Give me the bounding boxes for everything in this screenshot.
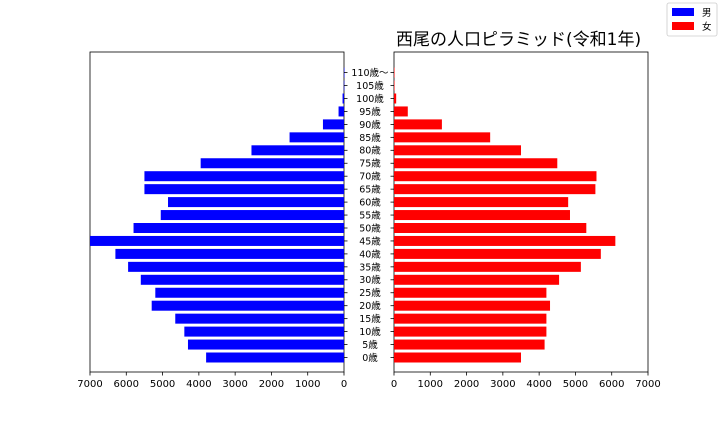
male-bar (251, 145, 344, 156)
left-x-tick-label: 1000 (295, 379, 320, 390)
male-bar (168, 197, 344, 208)
age-label: 40歳 (359, 248, 381, 260)
male-bar (175, 313, 344, 324)
male-bar (187, 339, 344, 350)
female-bar (394, 248, 601, 259)
right-x-tick-label: 7000 (635, 379, 660, 390)
left-x-tick-label: 6000 (114, 379, 139, 390)
male-bar (90, 235, 344, 246)
female-bar (394, 67, 395, 78)
right-x-tick-label: 3000 (490, 379, 515, 390)
female-bars-group (394, 67, 616, 363)
female-bar (394, 313, 547, 324)
male-bar (151, 300, 344, 311)
age-label: 85歳 (359, 132, 381, 144)
age-label: 90歳 (359, 119, 381, 131)
male-bar (338, 106, 344, 117)
left-x-tick-label: 0 (341, 379, 347, 390)
age-label: 45歳 (359, 235, 381, 247)
male-bar (128, 261, 344, 272)
male-bar (289, 132, 344, 143)
left-x-ticks-group: 7000 6000 5000 4000 3000 2000 1000 0 (77, 372, 347, 390)
female-bar (394, 197, 569, 208)
female-bar (394, 145, 521, 156)
age-label: 15歳 (359, 313, 381, 325)
male-bar (144, 171, 344, 182)
age-label: 80歳 (359, 145, 381, 157)
right-x-ticks-group: 0 1000 2000 3000 4000 5000 6000 7000 (391, 372, 661, 390)
male-bar (140, 274, 344, 285)
male-bar (206, 352, 344, 363)
legend-label-female: 女 (702, 21, 712, 33)
right-x-tick-label: 0 (391, 379, 397, 390)
age-label: 25歳 (359, 287, 381, 299)
male-bar (342, 93, 344, 104)
left-x-tick-label: 5000 (150, 379, 175, 390)
legend-swatch-male (672, 8, 694, 16)
female-bar (394, 184, 596, 195)
male-bar (200, 158, 344, 169)
age-label: 75歳 (359, 158, 381, 170)
female-bar (394, 93, 397, 104)
male-bar (322, 119, 344, 130)
chart-title: 西尾の人口ピラミッド(令和1年) (396, 30, 641, 50)
age-label: 65歳 (359, 184, 381, 196)
female-bar (394, 80, 395, 91)
male-bars-group (90, 67, 345, 363)
age-label: 20歳 (359, 300, 381, 312)
left-x-tick-label: 3000 (222, 379, 247, 390)
age-label: 55歳 (359, 209, 381, 221)
female-bar (394, 210, 570, 221)
female-bar (394, 132, 491, 143)
male-bar (155, 287, 344, 298)
female-bar (394, 158, 558, 169)
female-bar (394, 261, 581, 272)
left-x-tick-label: 7000 (77, 379, 102, 390)
age-label: 100歳 (356, 93, 384, 105)
age-label: 50歳 (359, 222, 381, 234)
right-x-tick-label: 5000 (563, 379, 588, 390)
right-x-tick-label: 1000 (418, 379, 443, 390)
female-bar (394, 235, 616, 246)
male-bar (133, 223, 344, 233)
female-bar (394, 171, 597, 182)
legend: 男 女 (666, 2, 718, 37)
female-bar (394, 339, 545, 350)
male-bar (144, 184, 344, 195)
female-bar (394, 326, 547, 337)
age-label: 60歳 (359, 197, 381, 209)
female-bar (394, 223, 587, 233)
age-label: 110歳〜 (351, 67, 389, 79)
right-x-tick-label: 6000 (599, 379, 624, 390)
age-label: 5歳 (362, 339, 378, 351)
age-label: 105歳 (356, 80, 384, 92)
age-label: 95歳 (359, 106, 381, 118)
male-bar (115, 248, 345, 259)
female-bar (394, 352, 521, 363)
left-x-tick-label: 4000 (186, 379, 211, 390)
left-x-tick-label: 2000 (259, 379, 284, 390)
age-label: 30歳 (359, 274, 381, 286)
male-bar (184, 326, 344, 337)
male-bar (160, 210, 344, 221)
female-bar (394, 119, 442, 130)
age-label: 0歳 (362, 352, 378, 364)
female-bar (394, 274, 560, 285)
female-bar (394, 287, 547, 298)
age-label: 35歳 (359, 261, 381, 273)
legend-swatch-female (672, 22, 694, 30)
age-label: 70歳 (359, 171, 381, 183)
legend-label-male: 男 (702, 8, 712, 19)
female-bar (394, 300, 551, 311)
age-label: 10歳 (359, 326, 381, 338)
age-labels-group: 0歳5歳10歳15歳20歳25歳30歳35歳40歳45歳50歳55歳60歳65歳… (344, 67, 394, 364)
female-bar (394, 106, 408, 117)
right-x-tick-label: 2000 (454, 379, 479, 390)
right-x-tick-label: 4000 (526, 379, 551, 390)
